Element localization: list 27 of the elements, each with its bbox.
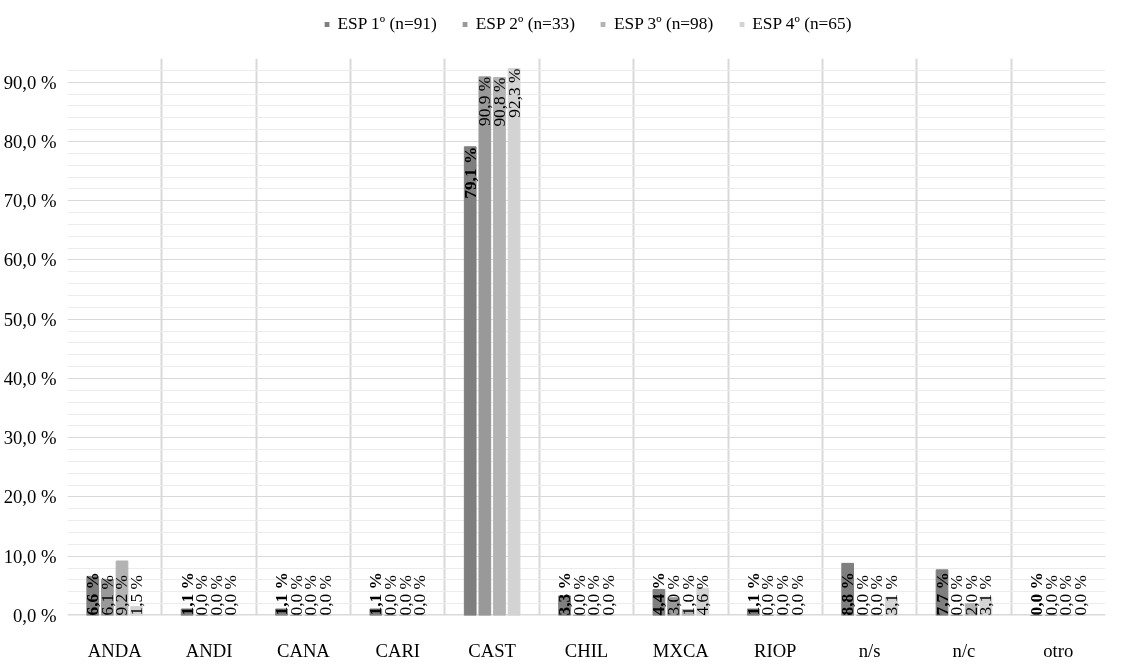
x-tick-label: CARI xyxy=(375,639,421,661)
y-tick-label: 60,0 % xyxy=(3,249,57,271)
data-label: 79,1 % xyxy=(460,146,480,199)
legend-label: ESP 2º (n=33) xyxy=(475,14,575,34)
legend-label: ESP 1º (n=91) xyxy=(337,14,437,34)
y-tick-label: 10,0 % xyxy=(3,545,57,567)
y-tick-label: 70,0 % xyxy=(3,190,57,212)
y-tick-label: 90,0 % xyxy=(3,71,57,93)
y-tick-label: 50,0 % xyxy=(3,308,57,330)
data-label: 4,4 % xyxy=(649,572,669,616)
x-tick-label: otro xyxy=(1043,639,1074,661)
x-tick-label: CANA xyxy=(276,639,331,661)
x-tick-label: RIOP xyxy=(753,639,797,661)
y-tick-label: 40,0 % xyxy=(3,367,57,389)
x-tick-label: MXCA xyxy=(652,639,710,661)
x-tick-label: ANDI xyxy=(185,639,233,661)
x-tick-label: n/s xyxy=(858,639,881,661)
x-tick-label: CAST xyxy=(468,639,517,661)
legend-label: ESP 3º (n=98) xyxy=(614,14,714,34)
y-tick-label: 0,0 % xyxy=(12,605,57,626)
x-tick-label: n/c xyxy=(952,639,976,661)
y-tick-label: 20,0 % xyxy=(3,486,57,508)
x-tick-label: CHIL xyxy=(564,639,609,661)
y-tick-label: 30,0 % xyxy=(3,427,57,449)
legend-label: ESP 4º (n=65) xyxy=(752,14,852,34)
y-tick-label: 80,0 % xyxy=(3,130,57,152)
x-tick-label: ANDA xyxy=(87,639,143,661)
